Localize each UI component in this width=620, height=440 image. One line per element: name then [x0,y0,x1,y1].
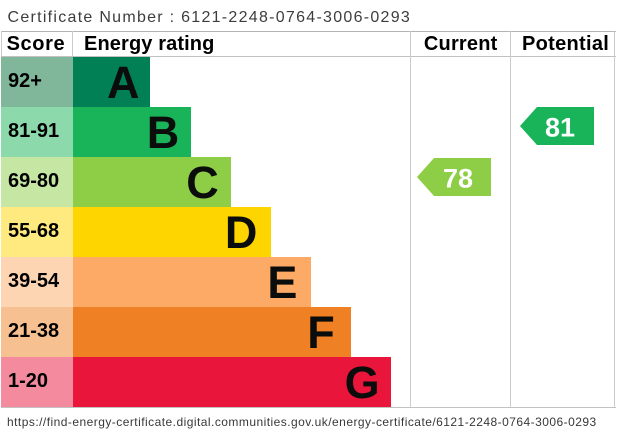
svg-text:81: 81 [545,113,575,143]
svg-text:78: 78 [442,164,472,194]
